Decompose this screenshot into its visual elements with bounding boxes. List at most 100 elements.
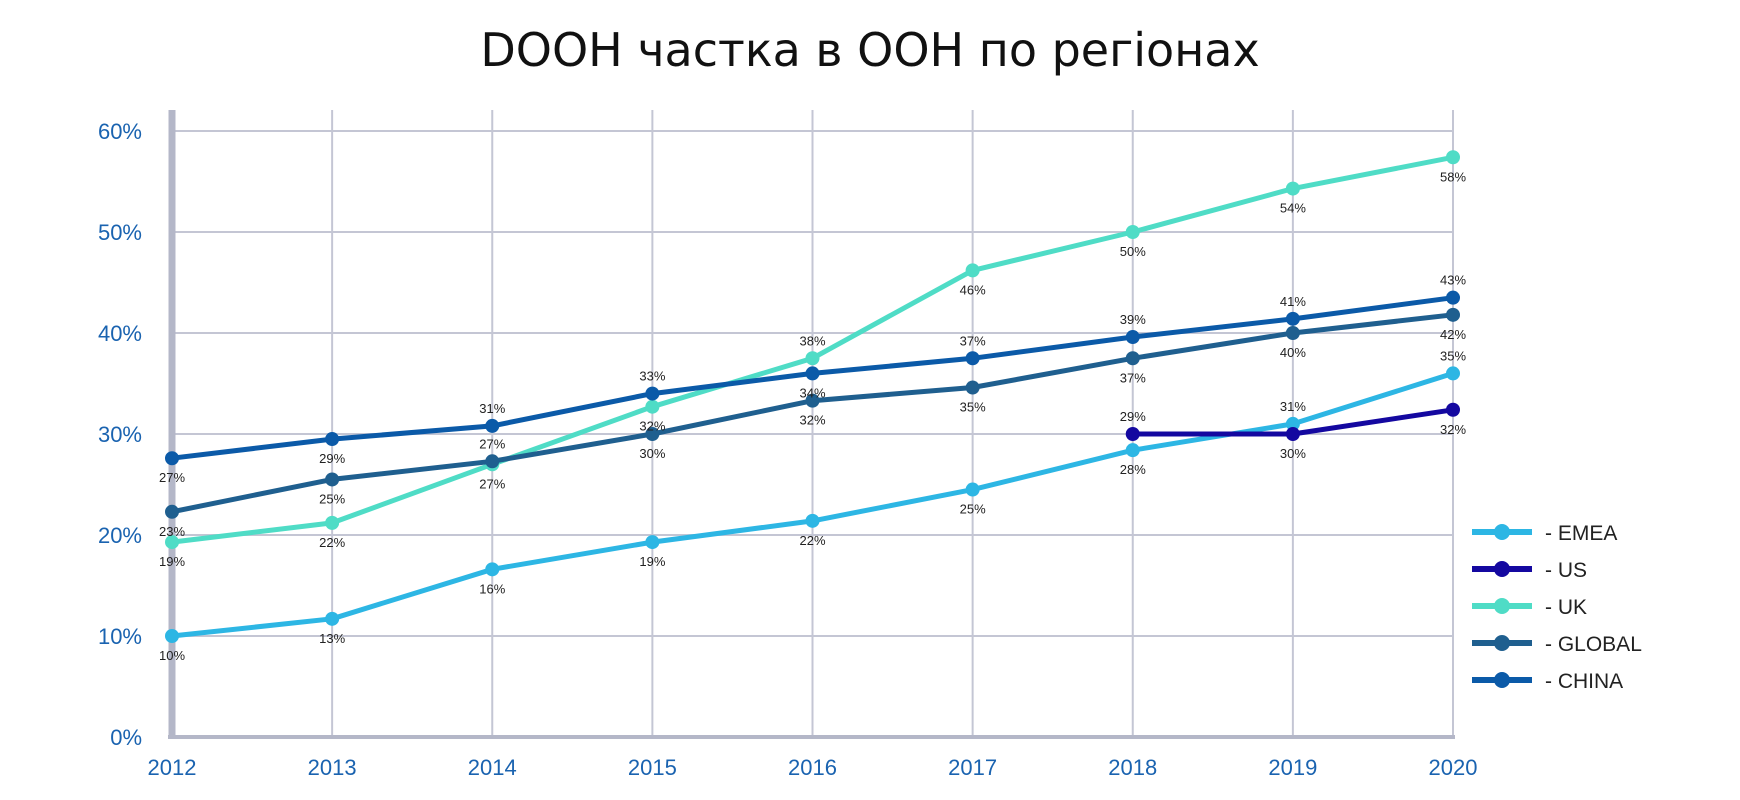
series-global: [165, 307, 1460, 519]
legend-item-emea[interactable]: - EMEA: [1472, 522, 1617, 545]
chart-title: DOOH частка в OOH по регіонах: [480, 23, 1259, 77]
y-axis-ticks: 0% 10% 20% 30% 40% 50% 60%: [98, 119, 142, 750]
legend-item-uk[interactable]: - UK: [1472, 596, 1587, 619]
data-label-uk: 27%: [479, 476, 505, 491]
data-label-global: 27%: [479, 436, 505, 451]
data-point-uk: [1285, 181, 1300, 196]
data-label-china: 31%: [479, 401, 505, 416]
data-label-china: 34%: [799, 385, 825, 400]
data-point-emea: [1446, 366, 1460, 381]
legend-label: - US: [1545, 559, 1587, 582]
data-label-uk: 38%: [799, 333, 825, 348]
x-tick-label: 2012: [148, 755, 197, 780]
x-tick-label: 2013: [308, 755, 357, 780]
data-point-global: [1125, 351, 1140, 366]
series-uk: [165, 150, 1460, 550]
data-label-china: 41%: [1280, 294, 1306, 309]
data-label-emea: 22%: [799, 533, 825, 548]
data-point-china: [485, 418, 500, 433]
data-label-china: 33%: [639, 369, 665, 384]
data-label-global: 32%: [799, 413, 825, 428]
x-tick-label: 2020: [1429, 755, 1478, 780]
y-tick-label: 50%: [98, 220, 142, 245]
legend-item-china[interactable]: - CHINA: [1472, 670, 1623, 693]
data-point-china: [165, 451, 179, 466]
data-point-uk: [965, 263, 980, 278]
data-point-emea: [165, 629, 179, 643]
y-tick-label: 30%: [98, 422, 142, 447]
data-point-global: [1285, 326, 1300, 340]
data-point-global: [325, 472, 340, 487]
legend-label: - GLOBAL: [1545, 633, 1642, 656]
data-label-global: 30%: [639, 446, 665, 461]
data-point-global: [1446, 307, 1460, 322]
data-point-global: [645, 427, 660, 441]
data-point-us: [1285, 427, 1300, 441]
series-group: [165, 150, 1460, 643]
data-label-uk: 54%: [1280, 201, 1306, 216]
data-point-china: [965, 351, 980, 366]
data-label-china: 39%: [1120, 312, 1146, 327]
x-tick-label: 2019: [1268, 755, 1317, 780]
data-label-global: 35%: [960, 400, 986, 415]
data-label-us: 32%: [1440, 422, 1466, 437]
data-label-emea: 10%: [159, 648, 185, 663]
legend-item-us[interactable]: - US: [1472, 559, 1587, 582]
data-point-china: [325, 432, 340, 447]
legend-label: - EMEA: [1545, 522, 1617, 545]
data-label-emea: 25%: [960, 502, 986, 517]
legend-marker: [1494, 561, 1510, 577]
data-label-uk: 19%: [159, 554, 185, 569]
data-point-uk: [1446, 150, 1460, 165]
y-tick-label: 60%: [98, 119, 142, 144]
legend-marker: [1494, 598, 1510, 614]
data-point-us: [1125, 427, 1140, 441]
data-point-china: [1125, 330, 1140, 345]
data-label-emea: 13%: [319, 631, 345, 646]
x-tick-label: 2015: [628, 755, 677, 780]
legend-item-global[interactable]: - GLOBAL: [1472, 633, 1642, 656]
data-label-global: 40%: [1280, 345, 1306, 360]
data-point-global: [805, 393, 820, 408]
data-label-global: 42%: [1440, 327, 1466, 342]
data-point-china: [1446, 290, 1460, 305]
data-label-emea: 19%: [639, 554, 665, 569]
data-label-china: 43%: [1440, 273, 1466, 288]
data-label-emea: 31%: [1280, 399, 1306, 414]
legend-label: - CHINA: [1545, 670, 1623, 693]
data-point-global: [965, 380, 980, 395]
data-point-emea: [1285, 416, 1300, 431]
legend-marker: [1494, 635, 1510, 651]
data-point-uk: [805, 351, 820, 366]
data-point-china: [645, 386, 660, 401]
data-label-uk: 58%: [1440, 169, 1466, 184]
data-point-emea: [805, 513, 820, 528]
data-point-us: [1446, 402, 1460, 417]
legend-label: - UK: [1545, 596, 1587, 619]
data-label-china: 27%: [159, 470, 185, 485]
data-point-emea: [965, 482, 980, 497]
series-china: [165, 290, 1460, 466]
data-point-global: [485, 454, 500, 469]
y-tick-label: 10%: [98, 624, 142, 649]
data-point-emea: [325, 611, 340, 626]
legend[interactable]: - EMEA - US - UK - GLOBAL - CHINA: [1472, 522, 1642, 693]
x-tick-label: 2018: [1108, 755, 1157, 780]
data-label-us: 30%: [1280, 446, 1306, 461]
legend-marker: [1494, 524, 1510, 540]
y-tick-label: 20%: [98, 523, 142, 548]
data-label-china: 29%: [319, 451, 345, 466]
data-point-uk: [645, 399, 660, 414]
data-point-china: [805, 366, 820, 381]
data-label-emea: 16%: [479, 581, 505, 596]
y-tick-label: 0%: [110, 725, 142, 750]
data-point-china: [1285, 311, 1300, 326]
data-labels: 10% 13% 16% 19% 22% 25% 28% 31% 35% 29% 30% 32% 19% 2…: [159, 169, 1466, 663]
series-us: [1125, 402, 1460, 441]
data-label-uk: 32%: [639, 419, 665, 434]
x-axis-ticks: 2012 2013 2014 2015 2016 2017 2018 2019 2020: [148, 755, 1478, 780]
data-point-uk: [165, 535, 179, 550]
data-label-uk: 46%: [960, 282, 986, 297]
data-point-emea: [1125, 443, 1140, 458]
